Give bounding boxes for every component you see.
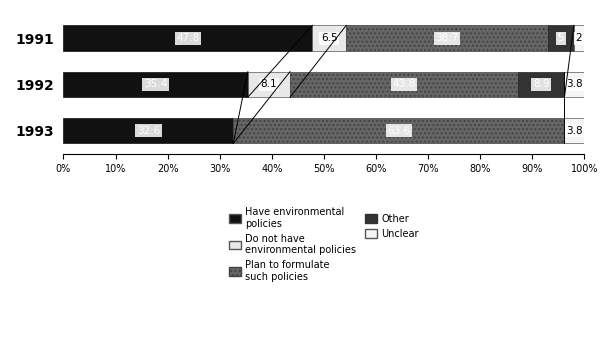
Bar [346,25,548,51]
Bar [290,72,518,97]
Bar [565,118,584,143]
Text: 38.7: 38.7 [435,33,459,43]
Text: 63.6: 63.6 [387,126,411,136]
Bar [574,25,584,51]
Text: 43.8: 43.8 [392,80,416,89]
Bar [64,72,248,97]
Text: 3.8: 3.8 [566,126,583,136]
Bar [233,118,565,143]
Bar [64,25,313,51]
Bar [313,25,346,51]
Text: 8.9: 8.9 [533,80,550,89]
Bar [518,72,565,97]
Text: 8.1: 8.1 [261,80,277,89]
Bar [248,72,290,97]
Text: 47.8: 47.8 [177,33,200,43]
Text: 6.5: 6.5 [321,33,338,43]
Text: 35.4: 35.4 [144,80,167,89]
Bar [565,72,584,97]
Bar [64,118,233,143]
Text: 5: 5 [557,33,564,43]
Text: 2: 2 [576,33,582,43]
Text: 3.8: 3.8 [566,80,583,89]
Legend: Have environmental
policies, Do not have
environmental policies, Plan to formula: Have environmental policies, Do not have… [226,203,422,285]
Bar [548,25,574,51]
Text: 32.6: 32.6 [137,126,160,136]
